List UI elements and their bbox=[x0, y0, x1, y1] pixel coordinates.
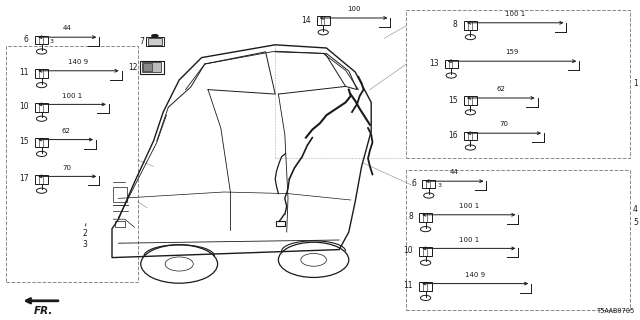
Bar bbox=[142, 62, 161, 72]
Text: 6: 6 bbox=[411, 179, 416, 188]
Text: 2: 2 bbox=[83, 229, 88, 238]
Text: 11: 11 bbox=[19, 68, 29, 77]
Text: 4: 4 bbox=[633, 205, 638, 214]
Bar bbox=[35, 138, 48, 147]
Text: 62: 62 bbox=[497, 86, 505, 92]
Bar bbox=[422, 180, 435, 188]
Text: T5AAB0705: T5AAB0705 bbox=[596, 308, 635, 314]
Text: 62: 62 bbox=[61, 128, 70, 134]
Text: 100 1: 100 1 bbox=[459, 236, 479, 243]
Bar bbox=[35, 69, 48, 78]
Bar bbox=[419, 282, 432, 291]
Text: 100 1: 100 1 bbox=[62, 92, 82, 99]
Text: 8: 8 bbox=[408, 212, 413, 221]
Bar bbox=[35, 36, 48, 44]
Bar bbox=[464, 96, 477, 105]
Bar bbox=[140, 61, 164, 74]
Text: 8: 8 bbox=[453, 20, 458, 29]
Text: 70: 70 bbox=[63, 164, 72, 171]
Text: 44: 44 bbox=[450, 169, 459, 175]
Text: 7: 7 bbox=[139, 37, 144, 46]
Bar bbox=[419, 213, 432, 222]
Bar bbox=[148, 38, 162, 45]
Text: 17: 17 bbox=[19, 174, 29, 183]
Text: 5: 5 bbox=[633, 218, 638, 227]
Bar bbox=[146, 37, 164, 46]
Text: 100 1: 100 1 bbox=[459, 203, 479, 209]
Bar bbox=[317, 16, 330, 25]
Text: 100 1: 100 1 bbox=[505, 11, 525, 17]
Bar bbox=[6, 46, 138, 282]
Text: 3: 3 bbox=[83, 240, 88, 249]
Bar bbox=[406, 170, 630, 310]
Text: 11: 11 bbox=[403, 281, 413, 290]
Bar bbox=[113, 187, 127, 202]
Text: 14: 14 bbox=[301, 16, 310, 25]
Bar bbox=[406, 10, 630, 158]
Text: 100: 100 bbox=[347, 6, 360, 12]
Circle shape bbox=[151, 34, 159, 38]
Text: 16: 16 bbox=[448, 131, 458, 140]
Text: 10: 10 bbox=[403, 246, 413, 255]
Text: 15: 15 bbox=[19, 137, 29, 146]
Text: 12: 12 bbox=[128, 63, 138, 72]
Text: 6: 6 bbox=[24, 35, 29, 44]
Bar bbox=[445, 60, 458, 68]
Bar bbox=[115, 221, 125, 227]
Bar bbox=[464, 132, 477, 140]
Text: 15: 15 bbox=[448, 96, 458, 105]
Text: 70: 70 bbox=[499, 121, 509, 127]
Bar bbox=[143, 63, 152, 71]
Text: 44: 44 bbox=[63, 25, 72, 31]
Text: FR.: FR. bbox=[34, 306, 53, 316]
Text: 10: 10 bbox=[19, 102, 29, 111]
Bar bbox=[464, 21, 477, 30]
Text: 1: 1 bbox=[633, 79, 638, 88]
Text: 140 9: 140 9 bbox=[465, 272, 485, 278]
Bar bbox=[419, 247, 432, 256]
Text: 140 9: 140 9 bbox=[68, 59, 88, 65]
Bar bbox=[276, 221, 285, 226]
Bar bbox=[35, 103, 48, 112]
Text: 159: 159 bbox=[506, 49, 518, 55]
Text: 3: 3 bbox=[50, 39, 54, 44]
Text: 3: 3 bbox=[437, 183, 441, 188]
Text: 13: 13 bbox=[429, 59, 438, 68]
Bar bbox=[35, 175, 48, 184]
